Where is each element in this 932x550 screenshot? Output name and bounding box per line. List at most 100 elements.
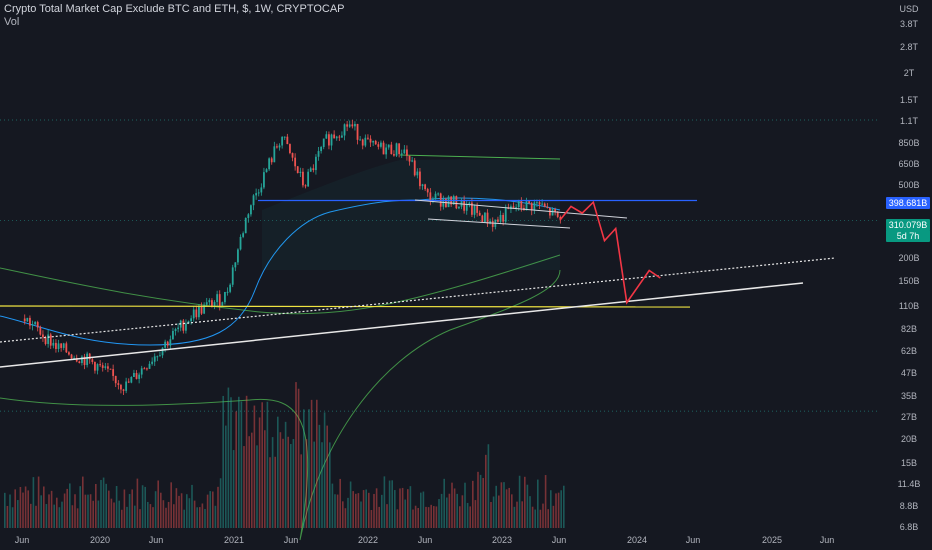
price-badge-bg <box>886 219 930 231</box>
volume-bar <box>225 425 227 528</box>
volume-bar <box>95 483 97 528</box>
volume-bar <box>48 494 50 528</box>
candle-body <box>242 233 245 237</box>
candle-body <box>520 200 523 209</box>
candle-body <box>161 347 164 356</box>
candle-body <box>125 381 128 391</box>
candle-body <box>218 294 221 306</box>
candle-body <box>484 212 486 223</box>
volume-bar <box>279 432 282 528</box>
candle-body <box>39 327 42 335</box>
time-tick-label: 2023 <box>492 535 512 545</box>
volume-bar <box>396 509 399 528</box>
price-badge-bg <box>886 197 930 209</box>
candle-body <box>172 331 174 340</box>
forecast-path-line <box>559 200 661 305</box>
price-tick-label: 2.8T <box>900 42 919 52</box>
candle-body <box>99 364 102 366</box>
candle-body <box>208 300 211 303</box>
volume-bar <box>505 489 508 528</box>
candle-body <box>156 356 159 358</box>
volume-bar <box>63 493 66 528</box>
volume-bar <box>430 504 432 528</box>
volume-bar <box>417 508 419 528</box>
volume-bar <box>136 478 139 528</box>
candle-body <box>190 318 193 322</box>
price-tick-label: 47B <box>901 368 917 378</box>
candle-body <box>203 304 206 314</box>
volume-bar <box>102 477 105 528</box>
volume-bar <box>40 495 42 528</box>
candle-body <box>393 154 395 156</box>
candle-body <box>114 375 117 384</box>
volume-bar <box>113 502 115 528</box>
candle-body <box>335 136 338 139</box>
volume-bar <box>258 417 261 528</box>
volume-bar <box>295 382 297 528</box>
candle-body <box>512 206 515 208</box>
volume-bar <box>282 438 284 528</box>
volume-bar <box>453 488 456 528</box>
candle-body <box>304 185 307 187</box>
candle-body <box>429 192 432 202</box>
price-tick-label: 1.1T <box>900 116 919 126</box>
volume-bar <box>11 507 14 528</box>
candle-body <box>447 196 450 208</box>
volume-bar <box>222 395 224 528</box>
volume-bar <box>365 489 367 528</box>
chart-header: Crypto Total Market Cap Exclude BTC and … <box>4 3 345 29</box>
candle-body <box>343 124 346 136</box>
volume-bar <box>175 488 178 528</box>
volume-bar <box>160 492 162 528</box>
candle-body <box>307 171 310 187</box>
candle-body <box>455 196 458 209</box>
candle-body <box>26 317 29 322</box>
candle-body <box>224 291 226 303</box>
volume-bar <box>204 508 206 528</box>
volume-bar <box>422 491 425 528</box>
candle-body <box>421 184 424 187</box>
candle-body <box>270 158 273 163</box>
candle-body <box>174 329 177 332</box>
volume-bar <box>6 505 9 528</box>
volume-bar <box>74 494 76 528</box>
candle-body <box>465 204 468 211</box>
volume-bar <box>58 507 61 528</box>
candle-body <box>286 136 289 145</box>
volume-bar <box>349 481 352 528</box>
volume-bar <box>219 478 222 528</box>
volume-bar <box>277 416 279 528</box>
candle-body <box>333 134 336 139</box>
volume-bar <box>355 493 357 528</box>
candle-body <box>31 324 34 326</box>
volume-bar <box>323 412 326 528</box>
candle-body <box>187 321 190 324</box>
volume-bar <box>251 432 253 528</box>
candle-body <box>229 284 232 292</box>
volume-bar <box>17 500 19 528</box>
volume-bar <box>526 484 529 528</box>
volume-bar <box>534 509 536 528</box>
candle-body <box>530 203 533 211</box>
volume-bar <box>524 476 526 528</box>
volume-bar <box>459 506 461 528</box>
volume-bar <box>409 486 412 528</box>
volume-bar <box>329 442 331 528</box>
volume-bar <box>310 399 313 528</box>
price-tick-label: 15B <box>901 458 917 468</box>
volume-bar <box>248 436 250 528</box>
candle-body <box>60 343 63 348</box>
volume-bar <box>313 441 315 528</box>
candle-body <box>86 353 89 366</box>
volume-label: Vol <box>4 16 20 28</box>
volume-bar <box>300 454 302 528</box>
volume-bar <box>173 504 175 528</box>
volume-bar <box>495 485 497 528</box>
volume-bar <box>477 471 479 528</box>
volume-bar <box>178 495 180 528</box>
candle-body <box>517 200 520 208</box>
volume-bar <box>503 482 505 528</box>
volume-bar <box>92 500 94 528</box>
